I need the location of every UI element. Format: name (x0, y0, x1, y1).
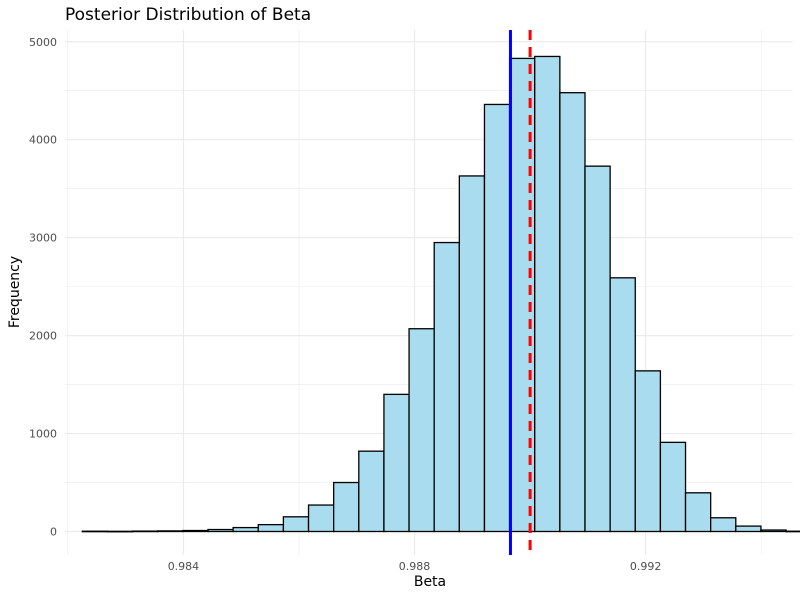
histogram-bar (760, 529, 787, 533)
x-tick-label: 0.984 (168, 560, 200, 573)
histogram-bar (106, 530, 134, 533)
histogram-bar (383, 393, 410, 533)
histogram-bar (182, 529, 209, 533)
histogram-bar (584, 165, 611, 533)
y-tick-label: 1000 (29, 428, 57, 441)
histogram-bar (684, 492, 712, 533)
histogram-bar (735, 525, 762, 533)
histogram-bar (433, 241, 460, 533)
histogram-bar (307, 504, 335, 533)
chart-title: Posterior Distribution of Beta (65, 5, 312, 25)
y-tick-label: 4000 (29, 134, 57, 147)
histogram-bar (131, 530, 159, 533)
histogram-bar (659, 441, 687, 533)
histogram-bar (333, 481, 360, 533)
histogram-bar (282, 516, 310, 533)
histogram-bar (207, 528, 234, 533)
y-tick-label: 3000 (29, 232, 57, 245)
y-tick-label: 5000 (29, 36, 57, 49)
histogram-bar (534, 55, 561, 533)
histogram-bar (559, 92, 586, 533)
histogram-bar (257, 523, 285, 533)
histogram-bar (232, 526, 259, 533)
histogram-bar (458, 175, 486, 533)
histogram-bar (483, 103, 511, 533)
x-tick-label: 0.988 (399, 560, 431, 573)
x-axis-label: Beta (413, 574, 447, 590)
histogram-bar (408, 328, 435, 533)
histogram-bar (157, 530, 184, 533)
y-tick-label: 0 (50, 525, 57, 538)
histogram-bar (81, 530, 109, 533)
histogram-bar (634, 370, 662, 533)
histogram-bar (358, 450, 385, 533)
y-tick-label: 2000 (29, 330, 57, 343)
x-tick-label: 0.992 (630, 560, 662, 573)
histogram-bar (710, 517, 737, 533)
histogram-bar (785, 530, 800, 533)
histogram-bar (609, 277, 636, 533)
